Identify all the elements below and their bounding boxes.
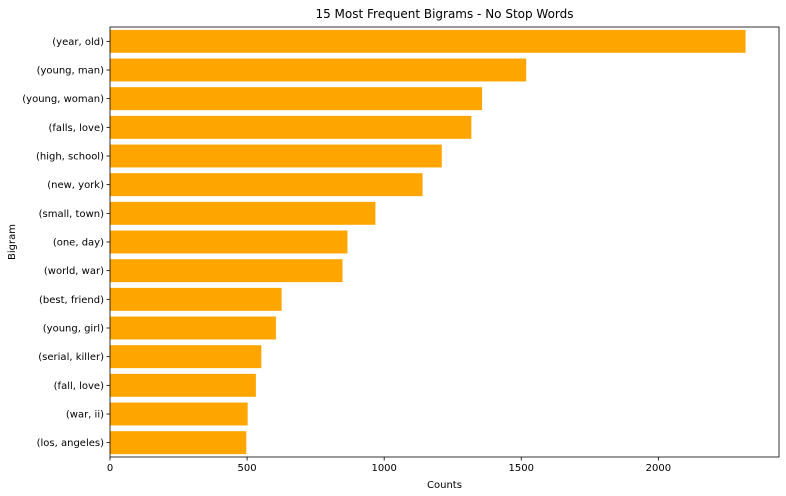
bar-13 [110, 402, 248, 426]
bar-8 [110, 259, 343, 283]
bar-5 [110, 173, 423, 197]
bar-14 [110, 431, 247, 455]
bar-9 [110, 287, 282, 311]
y-tick-label: (best, friend) [39, 295, 104, 306]
y-tick-label: (young, girl) [43, 324, 104, 335]
y-tick-label: (year, old) [52, 37, 104, 48]
bar-10 [110, 316, 276, 340]
bar-0 [110, 29, 746, 53]
bar-3 [110, 115, 472, 139]
x-tick-label: 0 [107, 463, 113, 474]
chart-title: 15 Most Frequent Bigrams - No Stop Words [315, 7, 573, 21]
x-tick-label: 2000 [646, 463, 671, 474]
bar-12 [110, 373, 256, 397]
y-tick-label: (world, war) [44, 266, 104, 277]
y-tick-label: (young, man) [37, 66, 105, 77]
bar-7 [110, 230, 348, 254]
x-axis-title: Counts [427, 480, 462, 491]
y-tick-label: (new, york) [47, 180, 104, 191]
bar-2 [110, 87, 483, 111]
y-tick-label: (small, town) [39, 209, 104, 220]
plot-frame [109, 26, 780, 458]
y-tick-label: (falls, love) [48, 123, 104, 134]
y-tick-label: (fall, love) [54, 381, 104, 392]
x-tick-label: 1500 [509, 463, 534, 474]
y-tick-label: (war, ii) [66, 410, 104, 421]
x-ticks: 0 500 1000 1500 2000 [107, 457, 671, 474]
bars-group [110, 29, 746, 455]
bar-6 [110, 201, 376, 225]
y-tick-label: (high, school) [36, 152, 104, 163]
y-tick-label: (serial, killer) [38, 352, 104, 363]
x-tick-label: 500 [238, 463, 257, 474]
y-axis-title: Bigram [7, 224, 18, 260]
bar-1 [110, 58, 527, 82]
bar-4 [110, 144, 442, 168]
y-tick-labels: (year, old) (young, man) (young, woman) (fa… [22, 37, 110, 449]
y-tick-label: (los, angeles) [37, 438, 104, 449]
y-tick-label: (one, day) [53, 238, 104, 249]
x-tick-label: 1000 [371, 463, 396, 474]
bar-11 [110, 345, 262, 369]
y-tick-label: (young, woman) [22, 94, 104, 105]
